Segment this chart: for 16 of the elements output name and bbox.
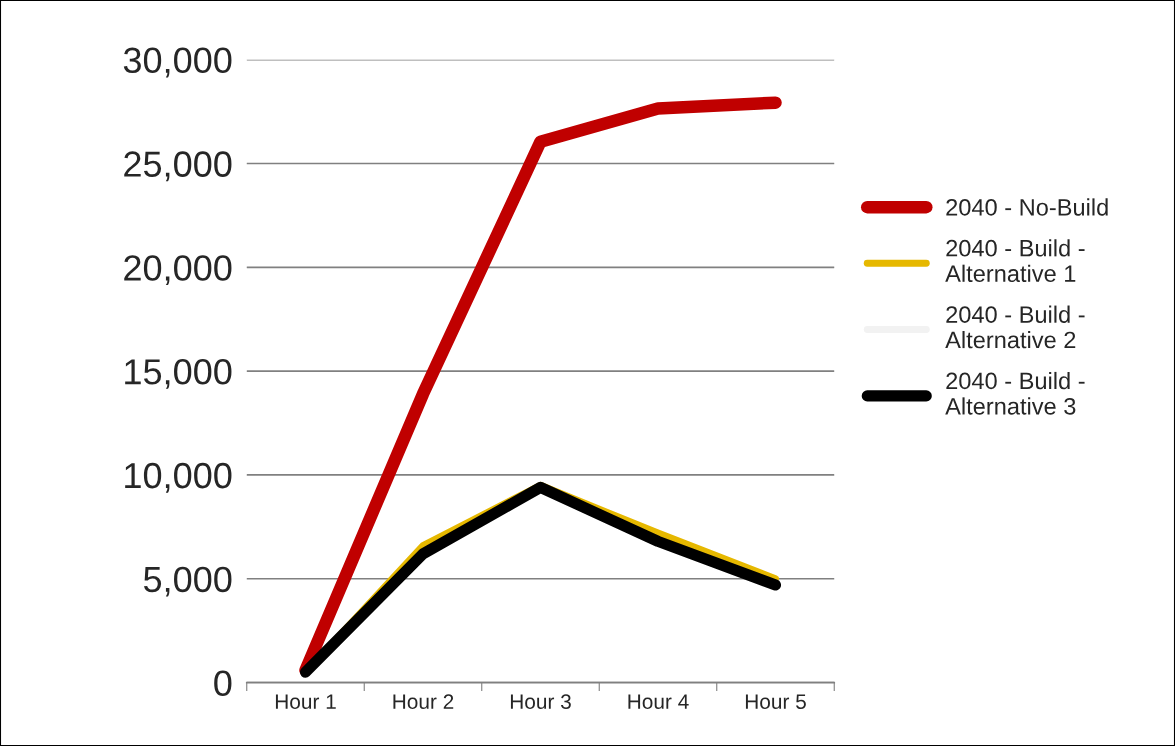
x-tick-label: Hour 3 [510, 694, 571, 709]
y-tick-label: 30,000 [123, 47, 232, 78]
y-tick-label: 5,000 [143, 566, 232, 597]
x-tick-label: Hour 4 [628, 694, 689, 709]
legend-label: 2040 - Build - Alternative 3 [945, 371, 1085, 415]
y-tick-label: 10,000 [125, 462, 232, 493]
y-tick-label: 15,000 [125, 359, 232, 389]
x-tick-label: Hour 1 [275, 694, 336, 709]
legend-label: 2040 - No-Build [946, 198, 1108, 216]
y-tick-label: 20,000 [124, 255, 232, 286]
legend-label: 2040 - Build - Alternative 2 [945, 305, 1085, 349]
legend-label: 2040 - Build - Alternative 1 [945, 239, 1085, 283]
x-tick-label: Hour 2 [393, 694, 454, 709]
y-tick-label: 0 [214, 670, 232, 697]
x-tick-label: Hour 5 [745, 694, 806, 709]
y-tick-label: 25,000 [124, 151, 232, 182]
